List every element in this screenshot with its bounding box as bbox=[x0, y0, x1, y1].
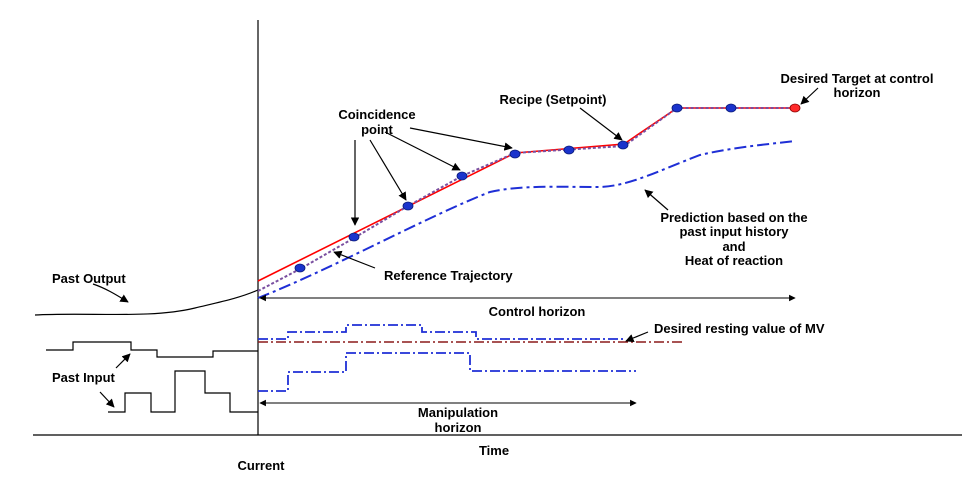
marker-point bbox=[348, 232, 360, 242]
coincidence-arrow bbox=[369, 139, 407, 201]
coincidence-label: point bbox=[361, 122, 393, 137]
marker-point bbox=[402, 201, 414, 211]
target-marker bbox=[789, 103, 801, 113]
prediction-curve bbox=[257, 140, 796, 299]
desired-target-label: horizon bbox=[834, 85, 881, 100]
marker-point bbox=[671, 103, 683, 113]
future-mv-lower bbox=[258, 352, 636, 392]
desired-target-label: Desired Target at control bbox=[781, 71, 934, 86]
marker-point bbox=[617, 140, 629, 150]
prediction-label: Heat of reaction bbox=[685, 253, 783, 268]
past-output-arrow bbox=[92, 283, 129, 303]
past-input-arrow bbox=[99, 391, 115, 408]
past-input-upper bbox=[46, 341, 258, 358]
prediction-label: past input history bbox=[679, 224, 789, 239]
coincidence-label: Coincidence bbox=[338, 107, 415, 122]
time-label: Time bbox=[479, 443, 509, 458]
reference-arrow bbox=[333, 250, 376, 269]
recipe-arrow bbox=[579, 107, 623, 141]
manipulation-horizon-label: horizon bbox=[435, 420, 482, 435]
coincidence-arrow bbox=[384, 131, 461, 171]
past-input-arrow bbox=[115, 353, 131, 369]
reference-trajectory-label: Reference Trajectory bbox=[384, 268, 513, 283]
manipulation-horizon-label: Manipulation bbox=[418, 405, 498, 420]
past-output-curve bbox=[34, 289, 259, 316]
desired-resting-label: Desired resting value of MV bbox=[654, 321, 825, 336]
marker-point bbox=[563, 145, 575, 155]
past-output-label: Past Output bbox=[52, 271, 126, 286]
target-arrow bbox=[800, 87, 819, 105]
recipe-label: Recipe (Setpoint) bbox=[500, 92, 607, 107]
prediction-label: and bbox=[722, 239, 745, 254]
coincidence-markers bbox=[294, 103, 737, 273]
current-label: Current bbox=[238, 458, 286, 473]
future-mv-upper bbox=[258, 324, 624, 340]
marker-point bbox=[294, 263, 306, 273]
marker-point bbox=[509, 149, 521, 159]
past-input-label: Past Input bbox=[52, 370, 116, 385]
prediction-arrow bbox=[644, 189, 669, 211]
past-input-lower bbox=[108, 370, 258, 413]
coincidence-arrow bbox=[409, 127, 513, 151]
marker-point bbox=[725, 103, 737, 113]
marker-point bbox=[456, 171, 468, 181]
control-horizon-label: Control horizon bbox=[489, 304, 586, 319]
prediction-label: Prediction based on the bbox=[660, 210, 807, 225]
resting-mv-arrow bbox=[625, 331, 649, 343]
